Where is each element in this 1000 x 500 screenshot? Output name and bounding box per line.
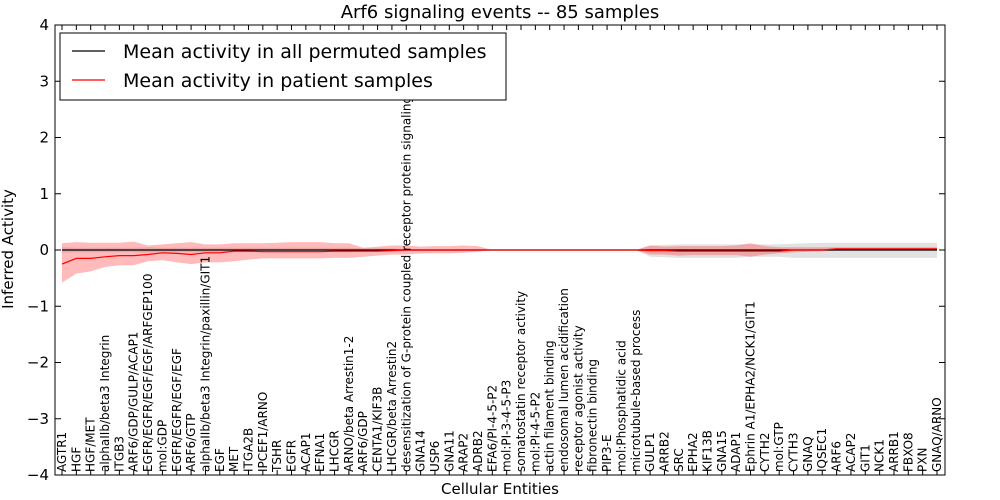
category-label: CYTH3 [787, 433, 801, 473]
category-label: EGFR/EGFR/EGF/EGF/ARFGEP100 [141, 274, 155, 472]
category-label: ITGB3 [112, 436, 126, 472]
category-label: GNA14 [414, 430, 428, 472]
category-label: NCK1 [873, 439, 887, 472]
line-mean-activity-in-patient-samples [61, 248, 937, 265]
category-label: GNA15 [715, 430, 729, 472]
category-label: IPCEF1/ARNO [256, 392, 270, 472]
confidence-bands [62, 241, 937, 283]
x-axis: AGTR1 HGF HGF/MET alphaIIb/beta3 Integrin IT… [55, 25, 944, 475]
category-label: EGFR/EGFR/EGF/EGF [170, 348, 184, 472]
category-label: KIF13B [700, 430, 714, 472]
category-label: USP6 [428, 441, 442, 472]
category-label: mol:GDP [155, 420, 169, 472]
category-label: GULP1 [643, 432, 657, 472]
category-label: HGF/MET [84, 417, 98, 472]
y-tick-label: 1 [39, 185, 49, 203]
category-label: endosomal lumen acidification [557, 288, 571, 472]
legend: Mean activity in all permuted samples Mea… [59, 32, 507, 101]
legend-box [59, 32, 507, 101]
category-label: ARF6/GDP [356, 411, 370, 472]
category-label: mol:GTP [772, 422, 786, 472]
category-label: somatostatin receptor activity [514, 291, 528, 472]
category-label: EGF [213, 448, 227, 472]
category-label: EPHA2 [686, 432, 700, 472]
category-label: ADRB2 [471, 430, 485, 472]
y-tick-label: −3 [27, 410, 49, 428]
category-label: ARRB2 [657, 431, 671, 472]
category-label: ARF6 [830, 441, 844, 472]
y-tick-label: −2 [27, 354, 49, 372]
category-label: ACAP2 [844, 433, 858, 472]
category-label: EFA6/PI-4-5-P2 [485, 385, 499, 472]
y-axis-title: Inferred Activity [0, 189, 17, 309]
category-label: desensitization of G-protein coupled rec… [399, 41, 413, 472]
category-label: AGTR1 [55, 432, 69, 472]
category-label: EGFR [285, 440, 299, 472]
x-axis-title: Cellular Entities [441, 480, 559, 498]
y-tick-label: −4 [27, 466, 49, 484]
category-label: LHCGR/beta Arrestin2 [385, 341, 399, 472]
category-label: GIT1 [858, 444, 872, 472]
category-label: mol:PI-3-4-5-P3 [500, 380, 514, 472]
category-label: SRC [672, 448, 686, 472]
category-label: Ephrin A1/EPHA2/NCK1/GIT1 [744, 301, 758, 472]
category-label: mol:Phosphatidic acid [614, 340, 628, 472]
series-lines [61, 248, 937, 265]
category-label: alphaIIb/beta3 Integrin [98, 335, 112, 472]
category-label: fibronectin binding [586, 359, 600, 472]
y-tick-label: 2 [39, 129, 49, 147]
category-label: TSHR [270, 440, 284, 473]
category-label: ARF6/GTP [184, 413, 198, 472]
category-label: ARRB1 [887, 431, 901, 472]
category-label: ARNO/beta Arrestin1-2 [342, 336, 356, 472]
category-label: mol:PI-4-5-P2 [528, 392, 542, 472]
y-tick-label: 3 [39, 72, 49, 90]
chart-title: Arf6 signaling events -- 85 samples [341, 2, 660, 23]
y-axis: 4 3 2 1 0 −1 −2 −3 −4 [27, 16, 945, 484]
legend-label: Mean activity in all permuted samples [123, 41, 486, 63]
category-label: MET [227, 446, 241, 472]
category-label: IQSEC1 [815, 428, 829, 472]
category-label: alphaIIb/beta3 Integrin/paxillin/GIT1 [198, 256, 212, 472]
category-label: GNAQ/ARNO [930, 397, 944, 472]
legend-label: Mean activity in patient samples [123, 70, 433, 92]
category-label: EFNA1 [313, 433, 327, 472]
category-label: CENTA1/KIF3B [371, 387, 385, 472]
category-label: CYTH2 [758, 433, 772, 473]
band-mean-activity-in-all-permuted-samples [62, 242, 937, 258]
category-label: actin filament binding [543, 340, 557, 472]
y-tick-label: 0 [39, 241, 49, 259]
category-label: receptor agonist activity [571, 325, 585, 472]
y-tick-label: −1 [27, 297, 49, 315]
category-label: GNA11 [442, 430, 456, 472]
category-label: PXN [916, 448, 930, 472]
category-label: ACAP1 [299, 433, 313, 472]
category-label: LHCGR [328, 430, 342, 472]
category-label: microtubule-based process [629, 310, 643, 472]
category-label: PIP3-E [600, 434, 614, 472]
category-label: ITGA2B [241, 428, 255, 472]
category-label: ARAP2 [457, 433, 471, 472]
category-label: GNAQ [801, 436, 815, 472]
y-tick-label: 4 [39, 16, 49, 34]
category-label: HGF [69, 447, 83, 472]
band-mean-activity-in-patient-samples [62, 241, 937, 283]
category-label: ADAP1 [729, 432, 743, 472]
category-label: ARF6/GDP/GULP/ACAP1 [127, 332, 141, 472]
category-label: FBXO8 [901, 432, 915, 472]
